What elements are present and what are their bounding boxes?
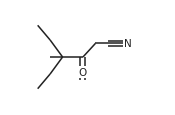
Text: N: N <box>124 39 132 49</box>
Text: O: O <box>79 67 87 77</box>
